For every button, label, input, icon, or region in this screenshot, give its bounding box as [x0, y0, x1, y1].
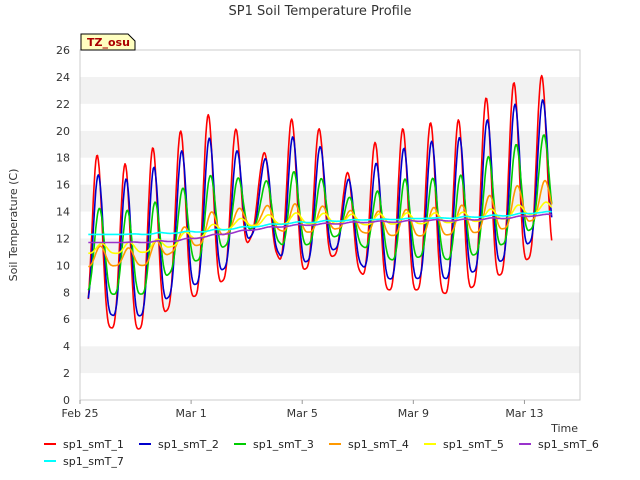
legend-item-sp1_smT_7: sp1_smT_7: [44, 455, 124, 468]
y-axis-label: Soil Temperature (C): [7, 169, 20, 282]
x-axis-label: Time: [550, 422, 578, 435]
legend-item-sp1_smT_4: sp1_smT_4: [329, 438, 409, 451]
legend-label: sp1_smT_4: [348, 438, 409, 451]
grid-band: [80, 76, 580, 104]
legend-label: sp1_smT_1: [63, 438, 124, 451]
grid-band: [80, 346, 580, 374]
y-tick-label: 14: [56, 206, 70, 219]
series-line-sp1_smT_4: [88, 179, 553, 268]
grid-band: [80, 157, 580, 185]
legend-item-sp1_smT_1: sp1_smT_1: [44, 438, 124, 451]
x-tick-label: Feb 25: [62, 407, 99, 420]
legend-label: sp1_smT_5: [443, 438, 504, 451]
x-tick-label: Mar 9: [398, 407, 429, 420]
y-tick-label: 20: [56, 125, 70, 138]
series-line-sp1_smT_6: [88, 213, 552, 244]
legend: sp1_smT_1 sp1_smT_2 sp1_smT_3 sp1_smT_4 sp1_…: [44, 438, 599, 468]
series-line-sp1_smT_3: [87, 134, 553, 295]
legend-label: sp1_smT_6: [538, 438, 599, 451]
legend-item-sp1_smT_5: sp1_smT_5: [424, 438, 504, 451]
y-tick-label: 22: [56, 98, 70, 111]
series-line-sp1_smT_7: [88, 210, 552, 236]
grid-band: [80, 50, 580, 77]
x-tick-label: Mar 5: [287, 407, 318, 420]
grid-band: [80, 184, 580, 212]
grid-bands: [80, 50, 580, 400]
legend-label: sp1_smT_2: [158, 438, 219, 451]
grid-band: [80, 103, 580, 131]
grid-band: [80, 130, 580, 158]
y-tick-label: 12: [56, 232, 70, 245]
grid-band: [80, 373, 580, 400]
y-tick-label: 24: [56, 71, 70, 84]
y-tick-label: 2: [63, 367, 70, 380]
y-tick-label: 8: [63, 286, 70, 299]
y-tick-label: 4: [63, 340, 70, 353]
y-tick-label: 16: [56, 179, 70, 192]
legend-item-sp1_smT_2: sp1_smT_2: [139, 438, 219, 451]
legend-item-sp1_smT_3: sp1_smT_3: [234, 438, 314, 451]
series-line-sp1_smT_2: [87, 99, 553, 317]
series-lines: [87, 74, 553, 330]
chart-title: SP1 Soil Temperature Profile: [229, 4, 412, 19]
grid-band: [80, 265, 580, 293]
y-tick-label: 6: [63, 313, 70, 326]
tz-annotation-text: TZ_osu: [87, 36, 130, 49]
grid-band: [80, 292, 580, 320]
y-tick-label: 18: [56, 152, 70, 165]
tz-annotation: TZ_osu: [80, 33, 136, 51]
tz-annotation-box: [80, 33, 136, 51]
x-tick-label: Mar 1: [175, 407, 206, 420]
legend-item-sp1_smT_6: sp1_smT_6: [519, 438, 599, 451]
x-tick-label: Mar 13: [505, 407, 543, 420]
plot-frame: [79, 49, 581, 401]
legend-label: sp1_smT_3: [253, 438, 314, 451]
legend-label: sp1_smT_7: [63, 455, 124, 468]
y-tick-label: 10: [56, 259, 70, 272]
series-line-sp1_smT_1: [87, 74, 553, 330]
y-tick-label: 0: [63, 394, 70, 407]
grid-band: [80, 319, 580, 347]
x-axis-ticks: Feb 25 Mar 1 Mar 5 Mar 9 Mar 13: [62, 400, 544, 420]
series-line-sp1_smT_5: [88, 201, 553, 255]
y-tick-label: 26: [56, 44, 70, 57]
